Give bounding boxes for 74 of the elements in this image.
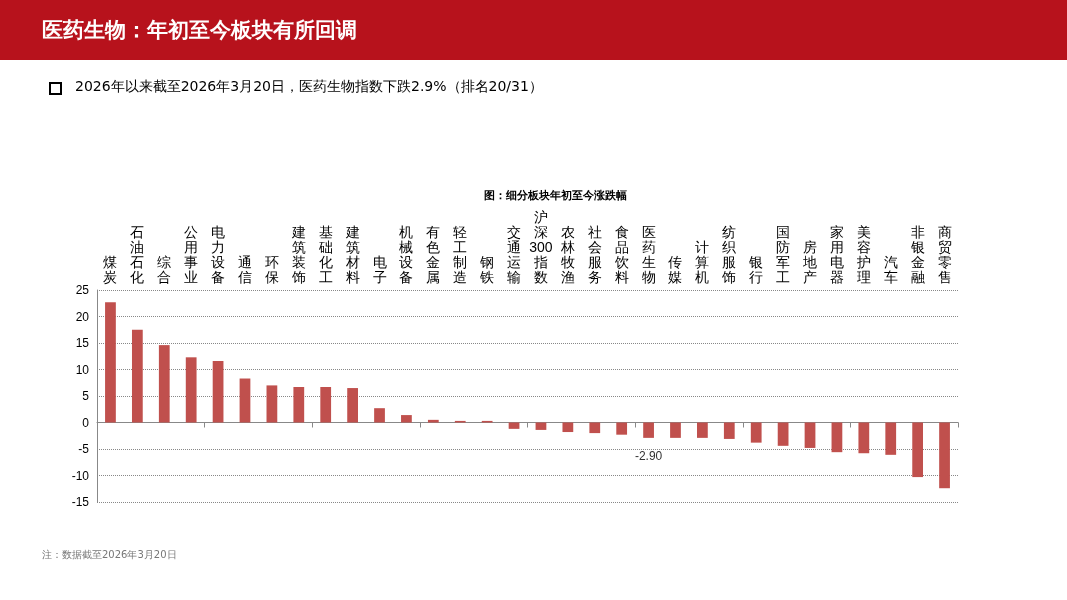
bar bbox=[858, 422, 870, 454]
x-tick-label: 传媒 bbox=[668, 253, 683, 285]
x-tick-label: 钢铁 bbox=[479, 253, 495, 285]
bar bbox=[374, 408, 385, 423]
y-tick-label: 0 bbox=[82, 415, 90, 430]
y-tick-label: 20 bbox=[75, 309, 90, 324]
bar bbox=[427, 419, 439, 423]
x-tick-label: 国防军工 bbox=[776, 223, 791, 285]
x-tick-label: 环保 bbox=[264, 253, 279, 285]
bar bbox=[185, 357, 197, 423]
bar bbox=[239, 378, 251, 423]
text: 图：细分板块年初至今涨跌幅 bbox=[483, 188, 627, 201]
x-tick-label: 轻工制造 bbox=[453, 223, 468, 285]
y-tick-label: -15 bbox=[71, 495, 90, 509]
x-tick-label: 交通运输 bbox=[507, 223, 522, 285]
bar bbox=[939, 422, 950, 489]
x-tick-label: 农林牧渔 bbox=[559, 223, 575, 285]
x-tick-label: 公用事业 bbox=[184, 223, 199, 285]
x-tick-label: 石油石化 bbox=[130, 223, 145, 285]
x-tick-label: 汽车 bbox=[883, 253, 898, 285]
x-tick-label: 建筑材料 bbox=[344, 223, 360, 285]
bar bbox=[885, 422, 897, 455]
y-tick-label: 10 bbox=[75, 362, 90, 377]
x-tick-label: 银行 bbox=[748, 253, 764, 285]
x-tick-label: 电子 bbox=[372, 253, 387, 285]
bar bbox=[131, 329, 143, 423]
bar bbox=[643, 422, 654, 438]
bar bbox=[831, 422, 843, 453]
y-tick-label: 5 bbox=[82, 389, 90, 403]
x-tick-label: 有色金属 bbox=[426, 223, 441, 285]
bar bbox=[723, 422, 735, 439]
x-tick-label: 机械设备 bbox=[399, 223, 414, 285]
bar bbox=[670, 422, 681, 438]
x-tick-label: 非银金融 bbox=[909, 223, 925, 285]
x-tick-label: 食品饮料 bbox=[613, 223, 629, 285]
y-tick-label: -10 bbox=[71, 468, 90, 483]
y-tick-label: 25 bbox=[75, 283, 90, 297]
x-tick-label: 综合 bbox=[157, 253, 172, 285]
x-tick-label: 纺织服饰 bbox=[721, 223, 737, 285]
x-tick-label: 家用电器 bbox=[829, 223, 844, 285]
x-tick-label: 社会服务 bbox=[587, 223, 602, 285]
bar bbox=[912, 422, 924, 478]
x-tick-label: 商贸零售 bbox=[937, 223, 952, 285]
x-tick-label: 计算机 bbox=[695, 238, 710, 285]
bar bbox=[105, 302, 116, 423]
bar bbox=[697, 422, 708, 438]
x-tick-label: 房地产 bbox=[802, 238, 818, 285]
bar bbox=[401, 415, 412, 423]
text: 注：数据截至2026年3月20日 bbox=[42, 548, 177, 562]
x-tick-label: 医药生物 bbox=[641, 223, 656, 285]
chart-title: 医药生物：年初至今板块有所回调 bbox=[42, 17, 357, 44]
y-tick-label: 15 bbox=[75, 336, 90, 350]
bar bbox=[293, 386, 305, 423]
x-tick-label: 建筑装饰 bbox=[290, 223, 306, 285]
bar bbox=[158, 345, 170, 423]
x-tick-label: 煤炭 bbox=[103, 253, 118, 285]
x-tick-label: 通信 bbox=[237, 253, 252, 285]
x-tick-label: 基础化工 bbox=[317, 223, 333, 285]
data-label: -2.90 bbox=[634, 448, 663, 463]
bar bbox=[562, 422, 574, 433]
bar bbox=[320, 386, 332, 423]
bar bbox=[589, 422, 601, 434]
bar bbox=[616, 422, 628, 435]
chart-subtitle: 2026年以来截至2026年3月20日，医药生物指数下跌2.9%（排名20/31） bbox=[75, 78, 543, 96]
bar bbox=[777, 422, 789, 446]
y-tick-label: -5 bbox=[78, 442, 90, 456]
bar bbox=[212, 361, 224, 423]
x-tick-label: 沪深300指数 bbox=[529, 208, 553, 285]
bar bbox=[804, 422, 816, 448]
x-tick-label: 美容护理 bbox=[855, 223, 871, 285]
bar bbox=[750, 422, 762, 443]
bar bbox=[347, 388, 358, 423]
x-tick-label: 电力设备 bbox=[211, 223, 226, 285]
bar bbox=[266, 385, 278, 423]
